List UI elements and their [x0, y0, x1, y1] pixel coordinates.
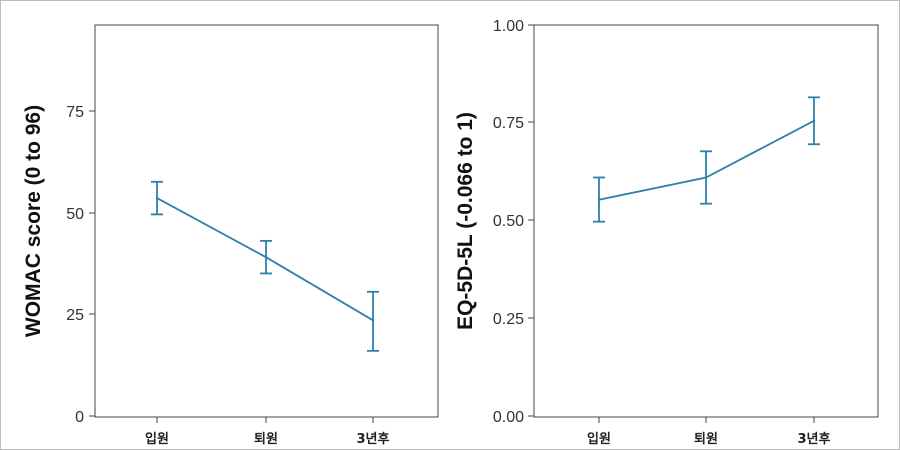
x-tick-label-1: 퇴원: [694, 431, 718, 447]
y-tick-label-1: 0.25: [493, 311, 524, 328]
y-tick-label-3: 0.75: [493, 115, 524, 132]
y-tick-label-2: 0.50: [493, 213, 524, 230]
plot-border: [533, 24, 879, 418]
y-tick-label-2: 50: [66, 206, 84, 223]
eq5d-panel: 0.00 0.25 0.50 0.75 1.00 입원 퇴원 3년후 EQ-5D…: [454, 18, 879, 447]
data-point: [812, 119, 816, 122]
y-axis-label: WOMAC score (0 to 96): [22, 105, 45, 337]
data-point: [155, 196, 159, 200]
x-axis: 입원 퇴원 3년후: [145, 417, 390, 447]
data-point: [704, 176, 708, 179]
x-axis: 입원 퇴원 3년후: [587, 417, 831, 447]
y-tick-label-0: 0: [75, 409, 84, 426]
data-point: [264, 255, 268, 259]
womac-panel: 0 25 50 75 입원 퇴원 3년후 WOMAC score (0 to 9…: [22, 24, 439, 447]
data-point: [597, 198, 601, 201]
plot-border: [94, 24, 439, 418]
y-tick-label-1: 25: [66, 307, 84, 324]
x-tick-label-1: 퇴원: [254, 431, 278, 447]
x-tick-label-2: 3년후: [357, 431, 390, 447]
y-axis-label: EQ-5D-5L (-0.066 to 1): [454, 112, 477, 330]
y-tick-label-4: 1.00: [493, 18, 524, 35]
x-tick-label-0: 입원: [587, 432, 611, 447]
x-tick-label-0: 입원: [145, 432, 169, 447]
data-point: [371, 319, 375, 322]
eq5d-series: [593, 96, 820, 223]
y-axis: 0.00 0.25 0.50 0.75 1.00: [493, 18, 534, 426]
y-axis: 0 25 50 75: [66, 104, 95, 426]
series-line: [156, 197, 374, 322]
y-tick-label-3: 75: [66, 104, 84, 121]
womac-series: [151, 180, 379, 352]
x-tick-label-2: 3년후: [798, 431, 831, 447]
y-tick-label-0: 0.00: [493, 409, 524, 426]
